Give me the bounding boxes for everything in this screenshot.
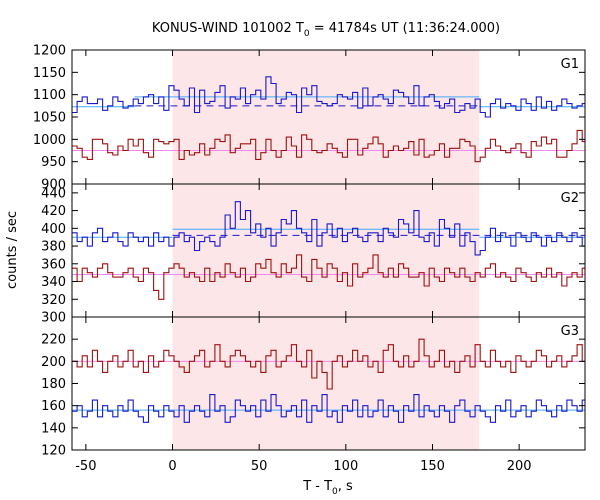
y-tick-label: 340	[41, 275, 66, 290]
x-tick-label: -50	[75, 459, 96, 474]
y-tick-label: 300	[41, 311, 66, 326]
y-tick-label: 950	[41, 155, 66, 170]
y-tick-label: 1200	[33, 44, 66, 59]
y-tick-label: 420	[41, 204, 66, 219]
y-tick-label: 1150	[33, 66, 66, 81]
y-axis-label: counts / sec	[5, 211, 20, 289]
y-tick-label: 440	[41, 186, 66, 201]
series-red	[72, 338, 585, 390]
highlight-layer	[172, 50, 480, 450]
y-tick-label: 360	[41, 257, 66, 272]
series-blue	[72, 76, 585, 118]
x-tick-label: 50	[251, 459, 268, 474]
fit-lines	[72, 96, 585, 151]
series-red	[72, 129, 585, 163]
chart-title: KONUS-WIND 101002 T0 = 41784s UT (11:36:…	[152, 21, 500, 39]
y-tick-label: 1050	[33, 111, 66, 126]
y-tick-label: 160	[41, 399, 66, 414]
y-tick-label: 900	[41, 178, 66, 193]
x-tick-label: 200	[507, 459, 532, 474]
panel-g1: 900 950 1000 1050 1100 1150 1200 G1	[33, 44, 586, 193]
y-tick-label: 400	[41, 222, 66, 237]
series-red	[72, 254, 585, 300]
series-blue	[72, 394, 585, 423]
y-tick-label: 320	[41, 293, 66, 308]
y-tick-label: 200	[41, 355, 66, 370]
y-tick-label: 180	[41, 377, 66, 392]
y-tick-label: 380	[41, 240, 66, 255]
panel-g3: 120 140 160 180 200 220 G3	[41, 316, 586, 459]
y-tick-label: 1000	[33, 133, 66, 148]
highlight-interval	[172, 50, 480, 450]
panel-label: G1	[561, 57, 579, 72]
x-tick-label: 100	[333, 459, 358, 474]
panel-label: G2	[561, 191, 579, 206]
panel-label: G3	[561, 324, 579, 339]
series-blue	[72, 201, 585, 256]
y-tick-label: 120	[41, 444, 66, 459]
x-axis-label: T - T0, s	[302, 479, 353, 497]
y-tick-label: 220	[41, 333, 66, 348]
x-tick-label: 150	[420, 459, 445, 474]
x-tick-labels: -50 0 50 100 150 200	[75, 459, 531, 474]
panel-layer: 90095010001050110011501200G1300320340360…	[33, 44, 586, 474]
y-tick-label: 140	[41, 421, 66, 436]
x-tick-label: 0	[168, 459, 176, 474]
y-tick-label: 1100	[33, 88, 66, 103]
